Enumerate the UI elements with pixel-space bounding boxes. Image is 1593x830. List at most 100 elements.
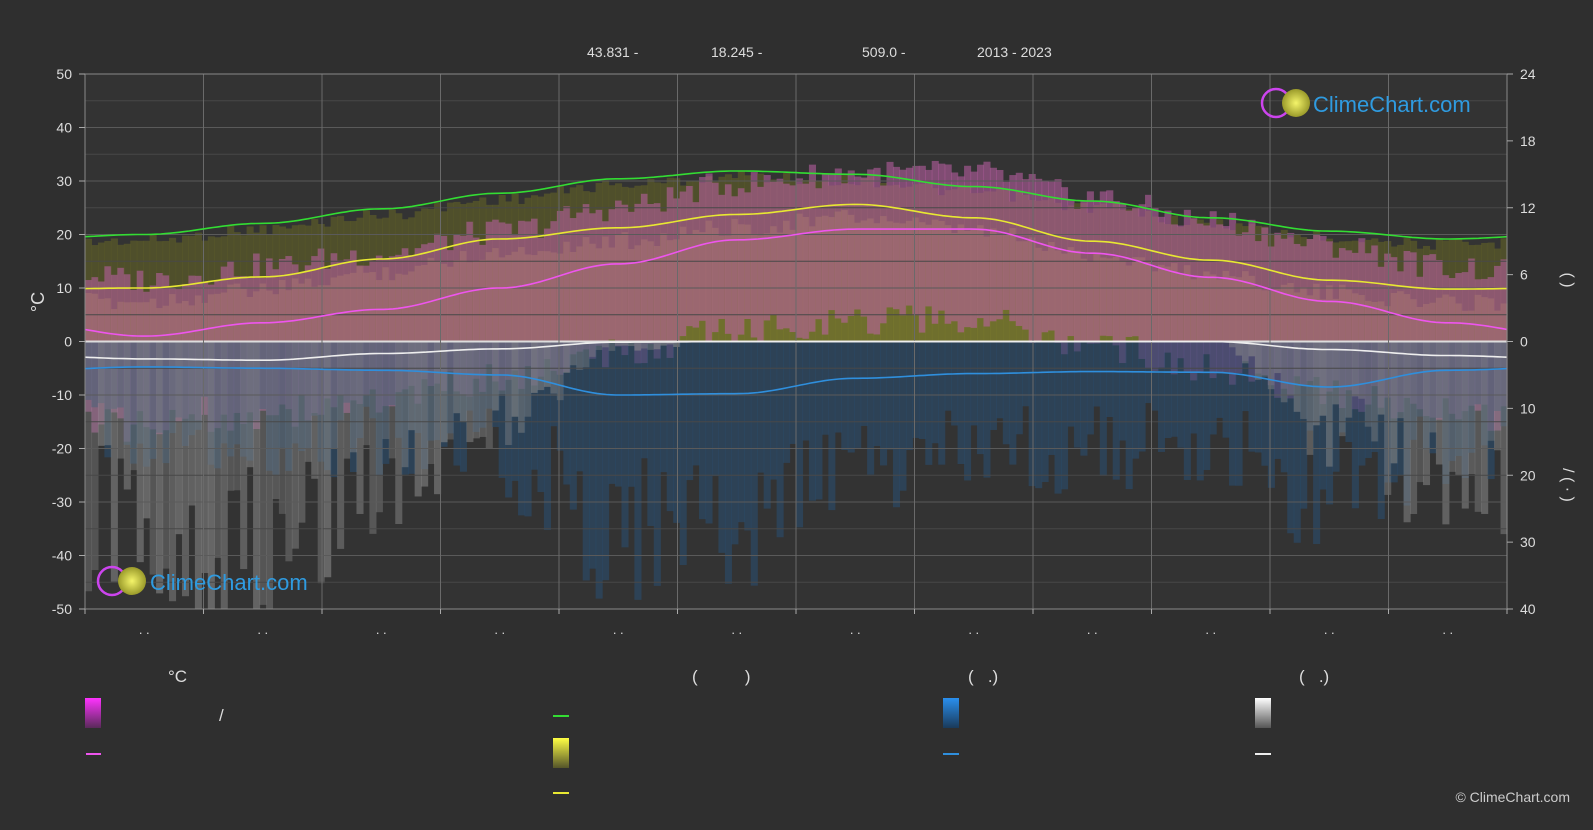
rain-bar: [1222, 341, 1230, 438]
snow-bar: [550, 341, 558, 394]
rain-bar: [530, 341, 539, 470]
snow-bar: [511, 341, 519, 417]
rain-bar: [130, 341, 138, 464]
rain-bar: [951, 341, 959, 426]
temp-range-bar: [699, 177, 707, 321]
rain-bar: [388, 341, 396, 406]
rain-bar: [1170, 341, 1178, 437]
temp-range-bar: [918, 165, 926, 333]
x-tick-label: . .: [850, 622, 861, 637]
temp-range-bar: [421, 244, 429, 380]
temp-range-bar: [899, 169, 907, 316]
snow-bar: [356, 341, 364, 514]
rain-bar: [1241, 341, 1250, 412]
rain-bar: [964, 341, 972, 481]
rain-bar: [989, 341, 997, 430]
rain-bar: [699, 341, 707, 520]
rain-bar: [1196, 341, 1204, 481]
snow-bar: [479, 341, 487, 437]
snow-bar: [1338, 341, 1347, 437]
rain-bar: [285, 341, 293, 471]
temp-range-bar: [1442, 275, 1450, 399]
x-tick-label: . .: [1087, 622, 1098, 637]
temp-range-bar: [1035, 178, 1043, 342]
snow-bar: [104, 341, 112, 446]
snow-bar: [1474, 341, 1482, 512]
legend-swatch-temp-range: [85, 698, 101, 728]
snow-bar: [143, 341, 151, 519]
rain-bar: [757, 341, 765, 473]
snow-bar: [311, 341, 319, 479]
temp-range-bar: [1300, 246, 1308, 385]
temp-range-bar: [653, 203, 661, 359]
temp-range-bar: [983, 161, 991, 327]
snow-bar: [1313, 341, 1321, 426]
x-axis: . . . . . . . . . . . . . . . . . . . . . . . .: [84, 609, 1508, 637]
rain-bar: [705, 341, 713, 524]
left-tick-label: -10: [52, 387, 72, 403]
rain-bar: [899, 341, 907, 491]
rain-bar: [1358, 341, 1366, 466]
rain-bar: [880, 341, 888, 466]
temp-range-bar: [337, 260, 345, 395]
rain-bar: [537, 341, 545, 493]
snow-bar: [653, 341, 661, 350]
snow-bar: [589, 341, 597, 357]
temp-range-bar: [311, 256, 319, 414]
temp-range-bar: [1377, 266, 1385, 408]
rain-bar: [369, 341, 377, 419]
snow-bar: [317, 341, 325, 584]
rain-bar: [362, 341, 370, 407]
rain-bar: [931, 341, 939, 444]
snow-bar: [97, 341, 105, 446]
right-tick-label: 10: [1520, 400, 1536, 416]
snow-bar: [440, 341, 448, 443]
snow-bar: [181, 341, 190, 597]
temp-range-bar: [401, 248, 409, 390]
rain-bar: [634, 341, 642, 600]
snow-bar: [524, 341, 532, 417]
snow-bar: [240, 341, 248, 570]
snow-bar: [446, 341, 455, 440]
rain-bar: [1086, 341, 1094, 435]
snow-bar: [1442, 341, 1450, 525]
snow-bar: [1229, 341, 1237, 348]
temp-range-bar: [550, 221, 558, 371]
brand-name-bottom: ClimeChart.com: [150, 570, 308, 595]
temp-range-bar: [964, 165, 972, 328]
logo-sun-icon: [1282, 89, 1310, 117]
snow-bar: [627, 341, 636, 347]
snow-bar: [1293, 341, 1301, 412]
temp-range-bar: [1112, 201, 1120, 346]
temp-range-bar: [686, 185, 694, 327]
rain-bar: [446, 341, 455, 434]
temp-range-bar: [330, 253, 338, 408]
temp-range-bar: [1384, 253, 1392, 398]
temp-range-bar: [931, 160, 939, 324]
temp-range-bar: [1429, 254, 1437, 418]
rain-bar: [1254, 341, 1262, 453]
legend-heading-daylight: ( ): [692, 667, 751, 686]
rain-bar: [718, 341, 726, 553]
temp-range-bar: [673, 198, 681, 344]
temp-range-bar: [834, 168, 842, 319]
temp-range-bar: [524, 221, 532, 367]
temp-range-bar: [1280, 238, 1288, 389]
left-tick-label: 30: [56, 173, 72, 189]
right-axis: 24 18 12 6 0 10 20 30 40: [1507, 66, 1536, 617]
snow-bar: [615, 341, 623, 346]
snow-bar: [466, 341, 474, 443]
rain-bar: [1377, 341, 1385, 520]
temp-range-bar: [1106, 190, 1114, 337]
temp-range-bar: [634, 203, 642, 364]
grid-layer: [85, 73, 1507, 610]
snow-bar: [1345, 341, 1353, 418]
temp-range-bar: [1222, 226, 1230, 374]
x-tick-label: . .: [139, 622, 150, 637]
rain-bar: [375, 341, 383, 476]
temp-range-bar: [1015, 172, 1023, 326]
rain-bar: [615, 341, 623, 487]
rain-bar: [750, 341, 758, 586]
snow-bar: [414, 341, 422, 497]
